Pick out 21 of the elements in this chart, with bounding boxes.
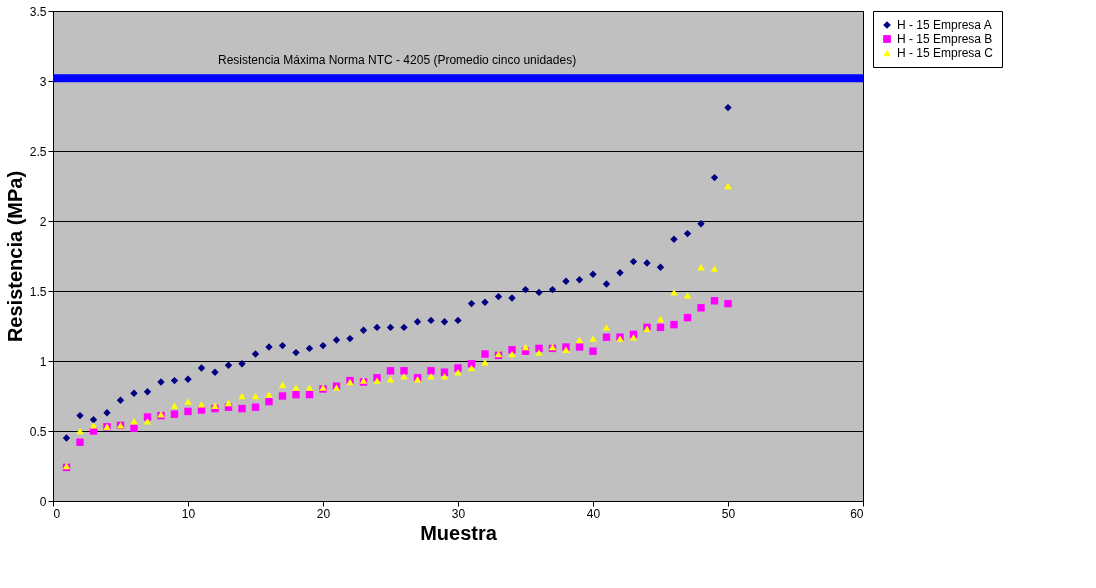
x-axis-title: Muestra	[420, 521, 498, 544]
legend-label: H - 15 Empresa A	[897, 18, 992, 32]
x-tick-label: 30	[451, 506, 466, 521]
y-tick-label: 2	[39, 214, 47, 229]
x-tick-label: 40	[586, 506, 601, 521]
y-tick-label: 0.5	[29, 424, 47, 439]
y-axis-title: Resistencia (MPa)	[3, 170, 26, 343]
y-tick-label: 2.5	[29, 144, 47, 159]
legend-label: H - 15 Empresa B	[897, 32, 993, 46]
y-tick-label: 3	[39, 74, 47, 89]
ref-line-label: Resistencia Máxima Norma NTC - 4205 (Promedio cinco unidades)	[218, 53, 577, 68]
y-tick-label: 3.5	[29, 4, 47, 19]
y-tick-label: 0	[39, 494, 47, 509]
x-tick-label: 60	[850, 506, 864, 521]
x-tick-label: 50	[721, 506, 736, 521]
legend-label: H - 15 Empresa C	[897, 46, 994, 60]
x-tick-label: 20	[316, 506, 331, 521]
y-tick-label: 1	[39, 354, 47, 369]
x-tick-label: 10	[181, 506, 196, 521]
y-tick-label: 1.5	[29, 284, 47, 299]
x-tick-label: 0	[53, 506, 61, 521]
